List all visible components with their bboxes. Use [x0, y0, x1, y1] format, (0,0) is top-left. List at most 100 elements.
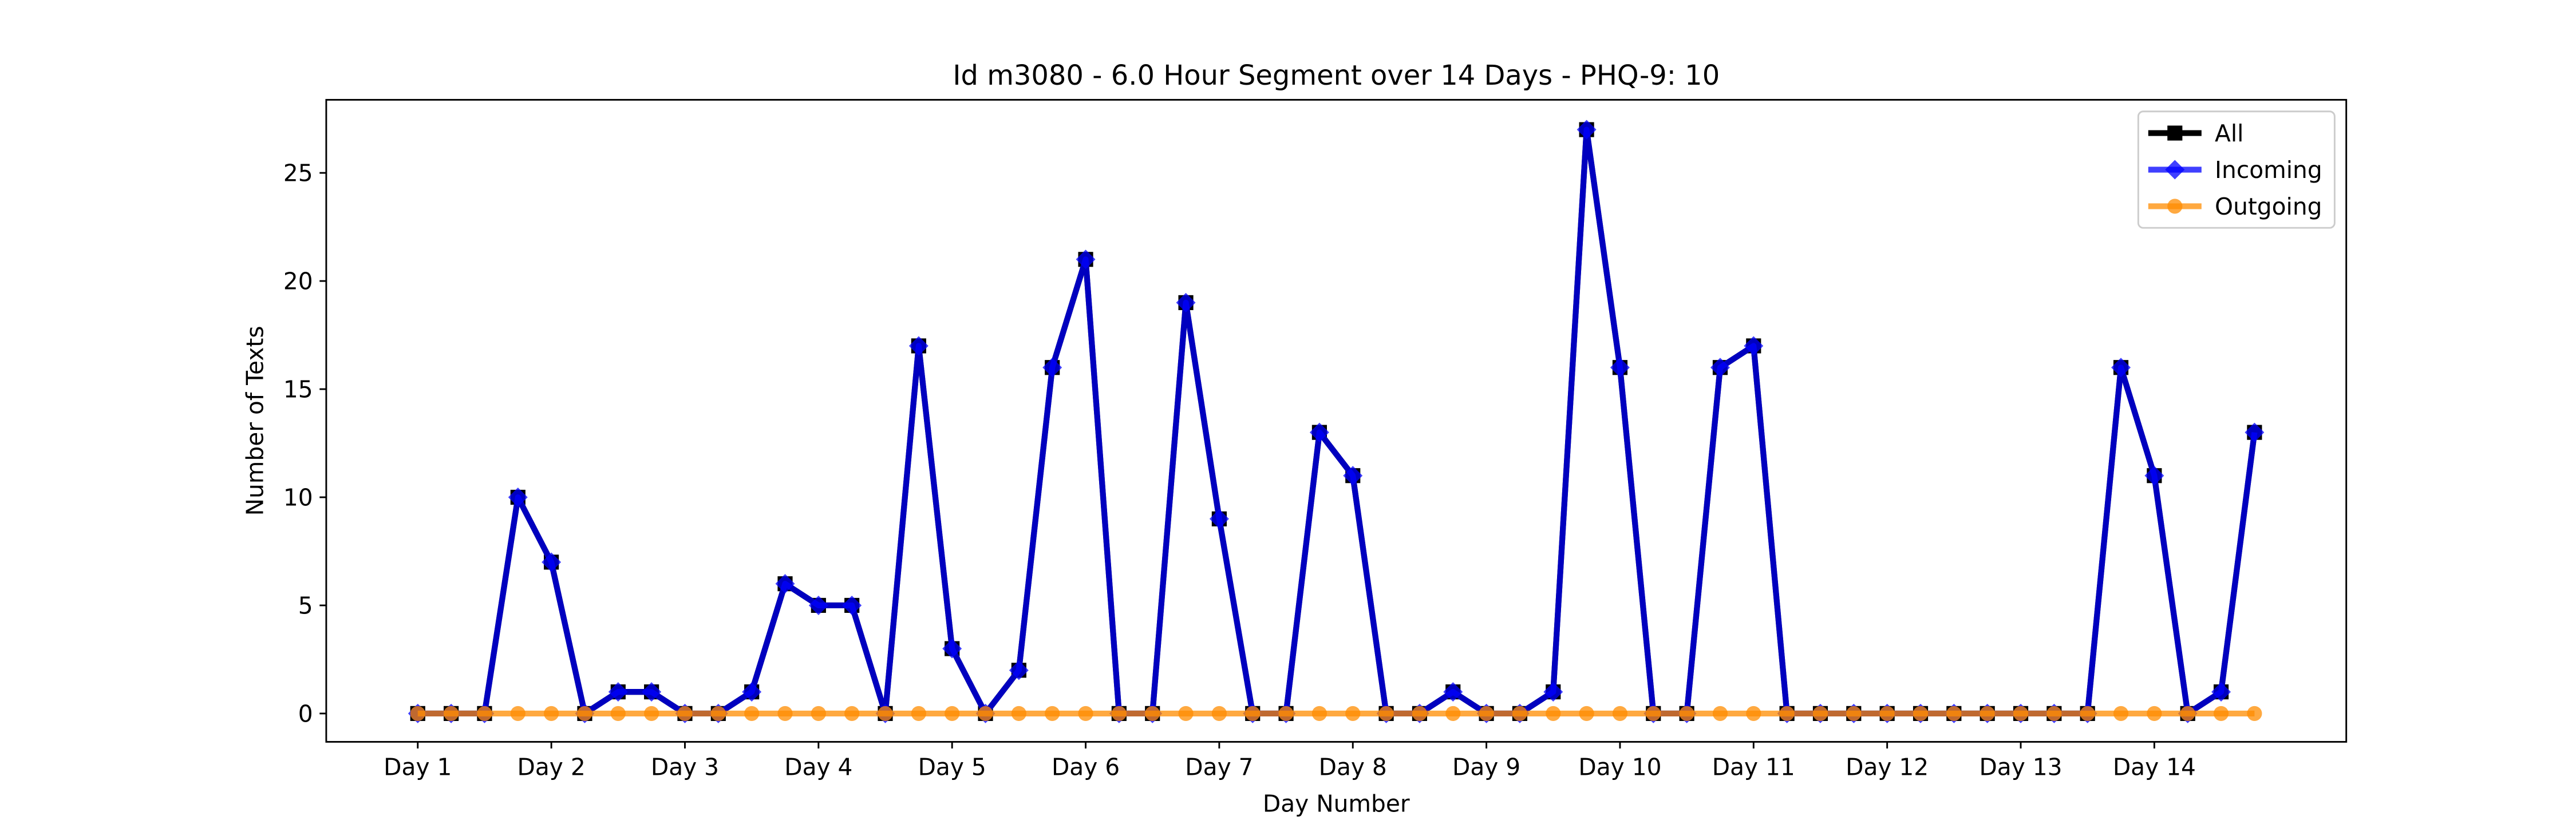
- marker: [777, 706, 793, 721]
- marker: [2180, 706, 2195, 721]
- marker: [811, 706, 826, 721]
- marker: [978, 706, 993, 721]
- marker: [1579, 706, 1594, 721]
- marker: [1445, 706, 1461, 721]
- marker: [1311, 706, 1327, 721]
- marker: [1345, 706, 1361, 721]
- marker: [577, 706, 592, 721]
- y-tick-label: 5: [298, 592, 313, 619]
- marker: [2046, 706, 2062, 721]
- marker: [844, 706, 860, 721]
- marker: [1111, 706, 1127, 721]
- marker: [544, 706, 559, 721]
- marker: [1980, 706, 1995, 721]
- x-tick-label: Day 1: [384, 754, 452, 781]
- marker: [1710, 358, 1730, 378]
- x-tick-label: Day 9: [1452, 754, 1520, 781]
- x-tick-label: Day 5: [918, 754, 986, 781]
- marker: [642, 682, 662, 702]
- marker: [1612, 706, 1628, 721]
- marker: [1913, 706, 1929, 721]
- y-tick-label: 15: [283, 376, 313, 403]
- x-tick-label: Day 2: [517, 754, 586, 781]
- legend-label: Outgoing: [2215, 193, 2322, 220]
- marker: [1646, 706, 1661, 721]
- x-tick-label: Day 13: [1979, 754, 2062, 781]
- marker: [2113, 706, 2129, 721]
- marker: [2167, 125, 2183, 141]
- marker: [1610, 358, 1630, 378]
- chart-title: Id m3080 - 6.0 Hour Segment over 14 Days…: [953, 60, 1720, 92]
- x-tick-label: Day 10: [1578, 754, 1661, 781]
- axes-frame: [325, 98, 2348, 743]
- marker: [942, 639, 962, 659]
- marker: [878, 706, 893, 721]
- marker: [608, 682, 628, 702]
- marker: [1278, 706, 1294, 721]
- marker: [1011, 706, 1026, 721]
- marker: [1546, 706, 1561, 721]
- x-tick-label: Day 14: [2113, 754, 2196, 781]
- marker: [945, 706, 960, 721]
- legend-label: All: [2215, 120, 2243, 147]
- legend: All Incoming Outgoing: [2137, 110, 2336, 229]
- marker: [1779, 706, 1795, 721]
- marker: [2147, 706, 2162, 721]
- y-tick-label: 0: [298, 700, 313, 727]
- plot-area: [408, 120, 2265, 723]
- marker: [2080, 706, 2095, 721]
- marker: [1042, 358, 1062, 378]
- x-tick-label: Day 11: [1712, 754, 1795, 781]
- marker: [508, 487, 528, 507]
- x-tick-label: Day 4: [784, 754, 852, 781]
- y-tick-label: 20: [283, 268, 313, 295]
- marker: [1245, 706, 1261, 721]
- marker: [510, 706, 526, 721]
- marker: [1378, 706, 1394, 721]
- marker: [1009, 660, 1029, 680]
- y-tick-label: 10: [283, 484, 313, 512]
- marker: [808, 595, 828, 615]
- marker: [1479, 706, 1494, 721]
- marker: [2167, 199, 2183, 214]
- marker: [1846, 706, 1862, 721]
- marker: [1746, 706, 1761, 721]
- marker: [2213, 706, 2229, 721]
- marker: [1679, 706, 1694, 721]
- x-tick-label: Day 7: [1185, 754, 1253, 781]
- marker: [1145, 706, 1160, 721]
- marker: [1712, 706, 1728, 721]
- marker: [1879, 706, 1895, 721]
- marker: [2165, 160, 2185, 180]
- marker: [2245, 422, 2265, 442]
- marker: [710, 706, 726, 721]
- marker: [1211, 706, 1227, 721]
- marker: [2247, 706, 2262, 721]
- x-tick-label: Day 3: [651, 754, 719, 781]
- marker: [1812, 706, 1828, 721]
- marker: [1543, 682, 1563, 702]
- legend-box: [2137, 110, 2336, 229]
- x-tick-label: Day 6: [1052, 754, 1120, 781]
- marker: [677, 706, 693, 721]
- marker: [911, 706, 926, 721]
- marker: [2013, 706, 2029, 721]
- marker: [1412, 706, 1428, 721]
- marker: [477, 706, 492, 721]
- marker: [1078, 706, 1093, 721]
- legend-label: Incoming: [2215, 156, 2322, 184]
- marker: [1076, 249, 1096, 270]
- marker: [1176, 292, 1196, 312]
- x-tick-label: Day 12: [1846, 754, 1929, 781]
- marker: [610, 706, 626, 721]
- marker: [1946, 706, 1962, 721]
- marker: [744, 706, 760, 721]
- marker: [1512, 706, 1528, 721]
- x-axis-label: Day Number: [1263, 790, 1410, 817]
- marker: [2144, 466, 2164, 486]
- marker: [410, 706, 425, 721]
- y-axis-label: Number of Texts: [241, 326, 268, 516]
- marker: [644, 706, 659, 721]
